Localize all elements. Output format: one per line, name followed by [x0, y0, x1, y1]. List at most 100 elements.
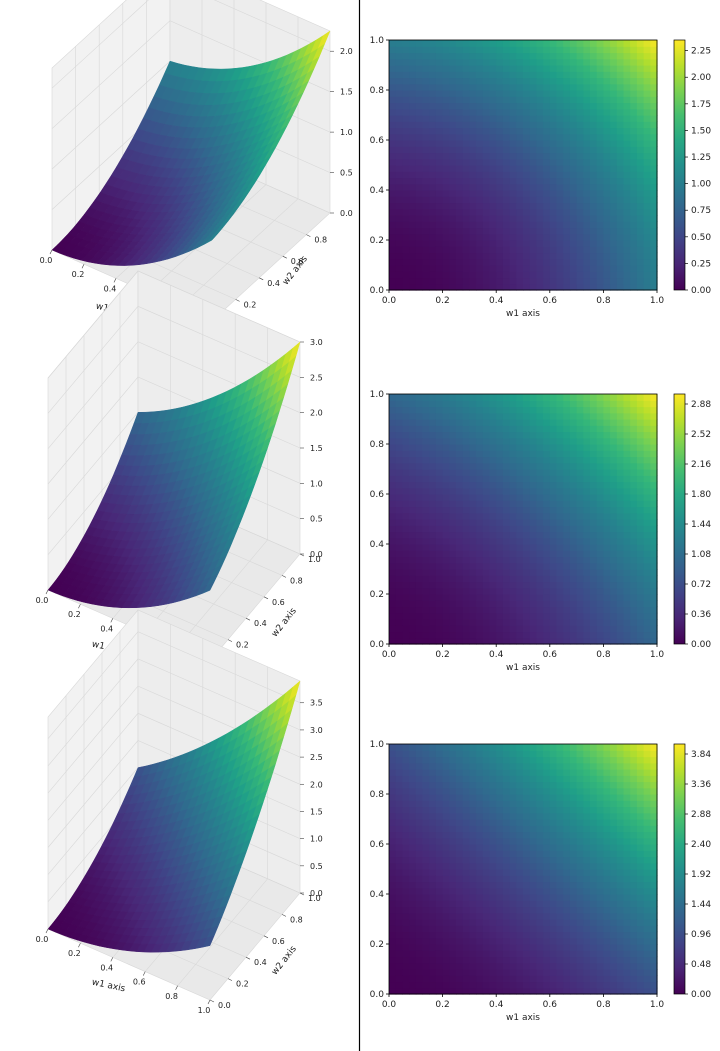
heat-cell	[596, 46, 604, 54]
heat-cell	[569, 83, 578, 91]
heat-cell	[422, 587, 430, 595]
heat-cell	[563, 283, 571, 291]
heat-cell	[603, 594, 611, 601]
heat-cell	[603, 165, 611, 172]
heat-cell	[469, 631, 477, 639]
heat-cell	[590, 425, 598, 433]
heat-cell	[402, 146, 410, 154]
heat-cell	[523, 190, 531, 197]
heat-cell	[496, 481, 504, 489]
y-tick-mark	[281, 575, 287, 578]
heat-cell	[456, 183, 464, 191]
heat-cell	[630, 612, 638, 620]
heat-cell	[462, 475, 470, 483]
heat-cell	[636, 265, 645, 272]
heat-cell	[402, 90, 410, 97]
heat-cell	[650, 494, 658, 501]
y-tick-label: 0.4	[254, 619, 267, 628]
heat-cell	[429, 475, 437, 483]
heat-cell	[529, 512, 537, 520]
heat-cell	[643, 127, 651, 135]
heat-cell	[569, 221, 578, 229]
heat-cell	[516, 133, 524, 141]
heat-cell	[603, 469, 611, 476]
heat-cell	[456, 146, 464, 154]
heat-cell	[583, 258, 591, 266]
heat-cell	[509, 102, 517, 110]
heat-cell	[583, 265, 591, 272]
heat-cell	[596, 412, 604, 420]
heat-cell	[502, 202, 511, 210]
heat-cell	[569, 550, 578, 558]
heat-cell	[435, 271, 444, 279]
heat-cell	[456, 606, 464, 614]
heat-cell	[630, 71, 638, 79]
heat-cell	[409, 462, 417, 470]
heat-cell	[616, 456, 625, 464]
heat-cell	[636, 252, 645, 260]
heat-cell	[456, 40, 464, 47]
heat-cell	[516, 556, 524, 564]
heat-cell	[462, 525, 470, 533]
heat-cell	[563, 462, 571, 470]
heat-cell	[429, 158, 437, 166]
heat-cell	[569, 183, 578, 191]
heat-cell	[415, 419, 424, 426]
heat-cell	[502, 115, 511, 122]
heat-cell	[536, 165, 544, 172]
heat-cell	[590, 494, 598, 501]
heat-cell	[569, 171, 578, 179]
heat-cell	[529, 77, 537, 85]
heat-cell	[610, 406, 618, 414]
colorbar-tick-label: 1.25	[691, 153, 711, 163]
heat-cell	[389, 146, 397, 154]
heat-cell	[409, 83, 417, 91]
heat-cell	[643, 494, 651, 501]
heat-cell	[523, 202, 531, 210]
heat-cell	[422, 544, 430, 551]
heat-cell	[523, 152, 531, 160]
heat-cell	[610, 537, 618, 545]
heat-cell	[442, 233, 450, 241]
heat-cell	[623, 108, 631, 116]
heat-cell	[469, 594, 477, 601]
heat-cell	[590, 127, 598, 135]
heat-cell	[643, 158, 651, 166]
heat-cell	[596, 637, 604, 645]
heat-cell	[395, 531, 403, 539]
heat-cell	[616, 619, 625, 626]
heat-cell	[596, 127, 604, 135]
heat-cell	[509, 612, 517, 620]
heat-cell	[415, 46, 424, 54]
heat-cell	[610, 431, 618, 439]
heat-cell	[449, 52, 457, 60]
heat-cell	[456, 394, 464, 401]
heat-cell	[616, 500, 625, 508]
heat-cell	[650, 177, 658, 185]
heat-cell	[389, 956, 397, 964]
heat-cell	[590, 271, 598, 279]
heat-cell	[415, 431, 424, 439]
heat-cell	[496, 631, 504, 639]
heat-cell	[543, 265, 551, 272]
heat-cell	[529, 83, 537, 91]
heat-cell	[429, 631, 437, 639]
heat-cell	[415, 158, 424, 166]
heat-cell	[449, 65, 457, 72]
heat-cell	[556, 494, 564, 501]
heat-cell	[543, 52, 551, 60]
heat-cell	[549, 202, 558, 210]
heat-cell	[489, 171, 497, 179]
heat-cell	[523, 506, 531, 514]
heat-cell	[456, 115, 464, 122]
heat-cell	[462, 121, 470, 129]
heat-cell	[429, 506, 437, 514]
heat-cell	[516, 612, 524, 620]
heat-cell	[502, 594, 511, 601]
heat-cell	[429, 102, 437, 110]
heat-cell	[596, 133, 604, 141]
heat-cell	[469, 475, 477, 483]
heat-cell	[422, 58, 430, 66]
heat-cell	[583, 394, 591, 401]
colorbar-tick-label: 2.88	[691, 400, 711, 410]
